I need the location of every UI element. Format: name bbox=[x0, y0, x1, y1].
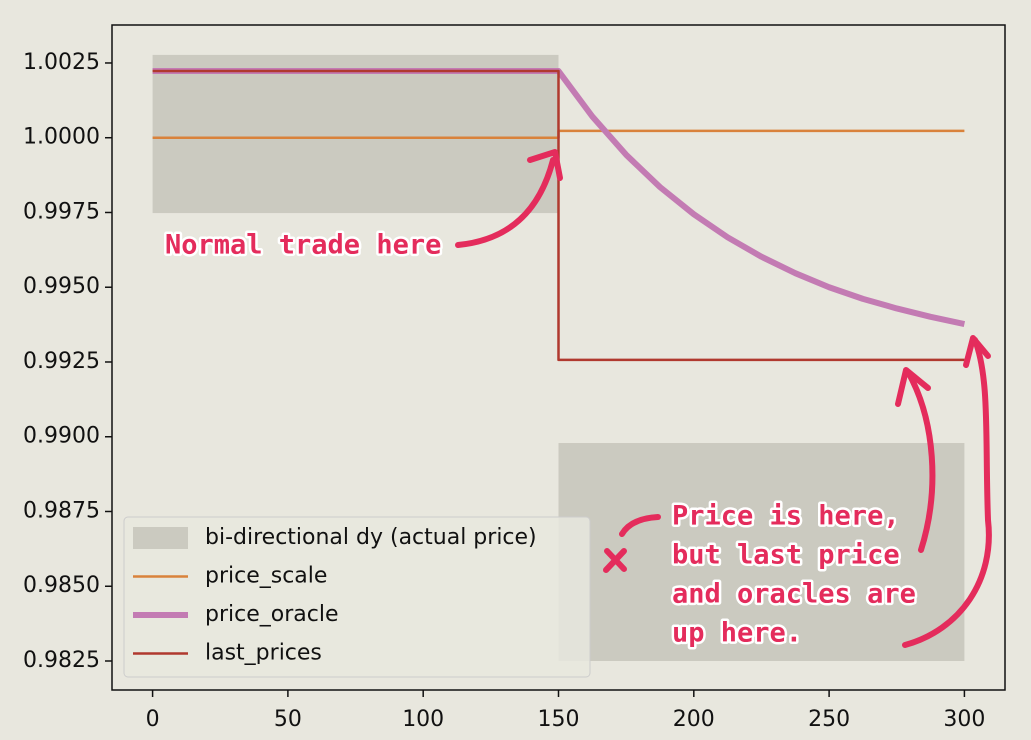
annotation: but last price bbox=[672, 540, 900, 571]
arrow bbox=[619, 514, 661, 537]
series-line bbox=[152, 68, 966, 327]
y-tick-label: 0.9875 bbox=[23, 498, 100, 523]
legend-label: price_oracle bbox=[205, 602, 338, 627]
legend-box bbox=[123, 516, 591, 678]
arrow bbox=[902, 337, 992, 648]
shaded-region bbox=[152, 54, 559, 214]
series-line bbox=[152, 69, 965, 362]
legend-patch bbox=[133, 527, 188, 549]
x-tick-label: 100 bbox=[402, 707, 444, 732]
y-tick-label: 0.9950 bbox=[23, 274, 100, 299]
annotation: Normal trade here bbox=[165, 230, 441, 261]
y-tick-label: 1.0000 bbox=[23, 125, 100, 150]
arrows bbox=[455, 149, 992, 648]
y-tick-label: 0.9850 bbox=[23, 573, 100, 598]
y-tick-label: 1.0025 bbox=[23, 50, 100, 75]
legend-label: bi-directional dy (actual price) bbox=[205, 525, 537, 550]
arrow-head bbox=[895, 367, 931, 407]
annotation: Price is here, bbox=[672, 501, 900, 532]
x-tick-label: 250 bbox=[808, 707, 850, 732]
arrow bbox=[905, 369, 936, 553]
arrow-head bbox=[963, 335, 991, 368]
legend-label: price_scale bbox=[205, 564, 327, 589]
x-tick-label: 150 bbox=[538, 707, 580, 732]
x-mark bbox=[603, 548, 627, 573]
y-tick-label: 0.9900 bbox=[23, 424, 100, 449]
annotation: and oracles are bbox=[672, 579, 916, 610]
x-tick-label: 0 bbox=[146, 707, 160, 732]
x-tick-label: 300 bbox=[943, 707, 985, 732]
annotation: up here. bbox=[672, 618, 802, 649]
y-tick-label: 0.9925 bbox=[23, 349, 100, 374]
y-tick-label: 0.9825 bbox=[23, 648, 100, 673]
x-tick-label: 200 bbox=[673, 707, 715, 732]
legend-label: last_prices bbox=[205, 641, 322, 666]
x-tick-label: 50 bbox=[274, 707, 302, 732]
plot-area bbox=[152, 54, 966, 661]
y-tick-label: 0.9975 bbox=[23, 199, 100, 224]
legend: bi-directional dy (actual price) price_sc… bbox=[123, 516, 591, 678]
arrow bbox=[455, 157, 556, 248]
arrow-head bbox=[527, 149, 563, 181]
series-line bbox=[152, 129, 965, 139]
